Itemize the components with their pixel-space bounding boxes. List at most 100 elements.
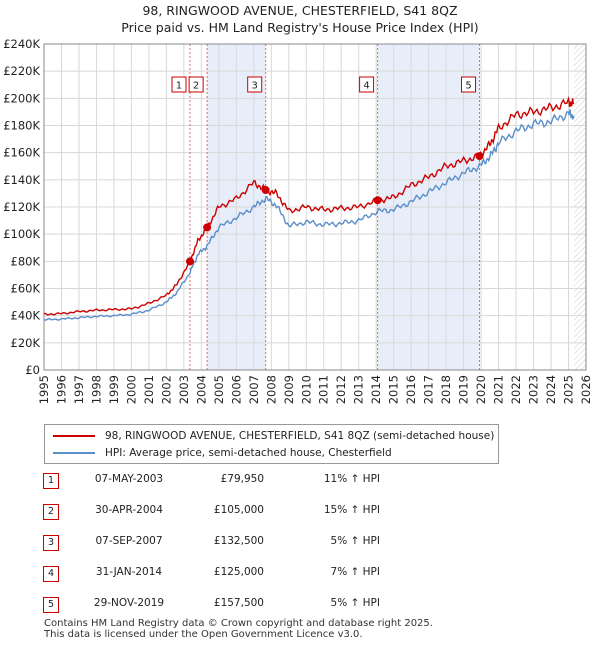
x-tick-label: 2026 [579, 375, 593, 404]
footer-copyright: Contains HM Land Registry data © Crown c… [44, 618, 433, 629]
x-tick-label: 2017 [422, 375, 436, 404]
y-tick-label: £240K [3, 37, 40, 51]
y-tick-label: £120K [3, 200, 40, 214]
y-tick-label: £160K [3, 146, 40, 160]
x-tick-label: 2004 [194, 375, 208, 404]
sale-hpi-change: 5% ↑ HPI [330, 597, 380, 609]
legend-label-hpi: HPI: Average price, semi-detached house,… [105, 447, 392, 459]
x-tick-label: 2000 [124, 375, 138, 404]
x-tick-label: 2002 [159, 375, 173, 404]
y-tick-label: £0 [25, 363, 40, 377]
table-row: 3 07-SEP-2007 £132,500 5% ↑ HPI [0, 532, 600, 552]
x-tick-label: 2003 [177, 375, 191, 404]
sale-number-box [359, 76, 375, 93]
x-tick-label: 1998 [89, 375, 103, 404]
x-tick-label: 2005 [212, 375, 226, 404]
x-tick-label: 2012 [334, 375, 348, 404]
legend-item-hpi: HPI: Average price, semi-detached house,… [53, 445, 392, 461]
sale-price: £79,950 [220, 473, 264, 485]
x-tick-label: 2001 [142, 375, 156, 404]
chart-subtitle: Price paid vs. HM Land Registry's House … [121, 20, 479, 35]
legend-item-property: 98, RINGWOOD AVENUE, CHESTERFIELD, S41 8… [53, 428, 494, 444]
x-tick-label: 1999 [107, 375, 121, 404]
y-tick-label: £100K [3, 227, 40, 241]
x-tick-label: 2009 [282, 375, 296, 404]
sale-date: 07-SEP-2007 [95, 535, 163, 547]
sale-date: 30-APR-2004 [95, 504, 163, 516]
sale-date: 07-MAY-2003 [94, 473, 164, 485]
sale-number-label: 2 [193, 81, 199, 92]
legend-swatch-property [53, 435, 95, 437]
x-tick-label: 1995 [37, 375, 51, 404]
sale-hpi-change: 15% ↑ HPI [323, 504, 380, 516]
y-tick-label: £220K [3, 64, 40, 78]
table-row: 4 31-JAN-2014 £125,000 7% ↑ HPI [0, 563, 600, 583]
sale-point [475, 152, 484, 161]
x-tick-label: 2019 [457, 375, 471, 404]
sale-hpi-change: 7% ↑ HPI [330, 566, 380, 578]
sale-number-box [171, 76, 187, 93]
sale-number-badge: 1 [43, 473, 59, 489]
sale-date: 29-NOV-2019 [93, 597, 165, 609]
x-tick-label: 2023 [527, 375, 541, 404]
x-tick-label: 2014 [369, 375, 383, 404]
sale-point [373, 196, 382, 205]
legend: 98, RINGWOOD AVENUE, CHESTERFIELD, S41 8… [44, 424, 499, 464]
table-row: 5 29-NOV-2019 £157,500 5% ↑ HPI [0, 594, 600, 614]
sale-number-label: 5 [465, 81, 471, 92]
x-tick-label: 2018 [439, 375, 453, 404]
sale-price: £125,000 [213, 566, 264, 578]
y-tick-label: £60K [11, 282, 41, 296]
sale-point [261, 186, 270, 195]
plot-frame [43, 43, 587, 371]
sale-hpi-change: 11% ↑ HPI [323, 473, 380, 485]
x-tick-label: 1997 [72, 375, 86, 404]
sale-number-label: 4 [363, 81, 369, 92]
sale-number-badge: 5 [43, 597, 59, 613]
sale-number-label: 3 [252, 81, 258, 92]
legend-swatch-hpi [53, 452, 95, 454]
x-tick-label: 2006 [229, 375, 243, 404]
x-tick-label: 2008 [264, 375, 278, 404]
chart-title: 98, RINGWOOD AVENUE, CHESTERFIELD, S41 8… [142, 3, 458, 18]
x-tick-label: 2025 [562, 375, 576, 404]
x-tick-label: 1996 [54, 375, 68, 404]
sale-price: £157,500 [213, 597, 264, 609]
footer: Contains HM Land Registry data © Crown c… [44, 618, 433, 640]
x-tick-label: 2011 [317, 375, 331, 404]
sale-price: £132,500 [213, 535, 264, 547]
sale-number-label: 1 [176, 81, 182, 92]
legend-label-property: 98, RINGWOOD AVENUE, CHESTERFIELD, S41 8… [105, 430, 495, 442]
property-series-line [43, 96, 575, 316]
sale-number-box [247, 76, 263, 93]
x-tick-label: 2022 [509, 375, 523, 404]
x-tick-label: 2007 [247, 375, 261, 404]
sale-point [185, 257, 194, 266]
y-tick-label: £200K [3, 91, 40, 105]
sale-date: 31-JAN-2014 [95, 566, 163, 578]
x-tick-label: 2021 [492, 375, 506, 404]
footer-licence: This data is licensed under the Open Gov… [44, 629, 363, 640]
y-tick-label: £80K [11, 254, 41, 268]
sale-number-box [188, 76, 204, 93]
x-tick-label: 2015 [387, 375, 401, 404]
y-tick-label: £20K [11, 336, 41, 350]
y-tick-label: £140K [3, 173, 40, 187]
sale-price: £105,000 [213, 504, 264, 516]
y-tick-label: £180K [3, 119, 40, 133]
hpi-series-line [43, 109, 575, 321]
sale-number-badge: 4 [43, 566, 59, 582]
x-tick-label: 2016 [404, 375, 418, 404]
x-tick-label: 2010 [299, 375, 313, 404]
sale-point [203, 223, 212, 232]
table-row: 2 30-APR-2004 £105,000 15% ↑ HPI [0, 501, 600, 521]
y-tick-label: £40K [11, 309, 41, 323]
sale-number-badge: 3 [43, 535, 59, 551]
sale-number-badge: 2 [43, 504, 59, 520]
price-chart: £0 £20K £40K £60K £80K £100K £120K £140K £160K £1… [3, 37, 593, 404]
table-row: 1 07-MAY-2003 £79,950 11% ↑ HPI [0, 470, 600, 490]
x-tick-label: 2020 [474, 375, 488, 404]
sale-number-box [461, 76, 477, 93]
x-tick-label: 2024 [544, 375, 558, 404]
x-tick-label: 2013 [352, 375, 366, 404]
